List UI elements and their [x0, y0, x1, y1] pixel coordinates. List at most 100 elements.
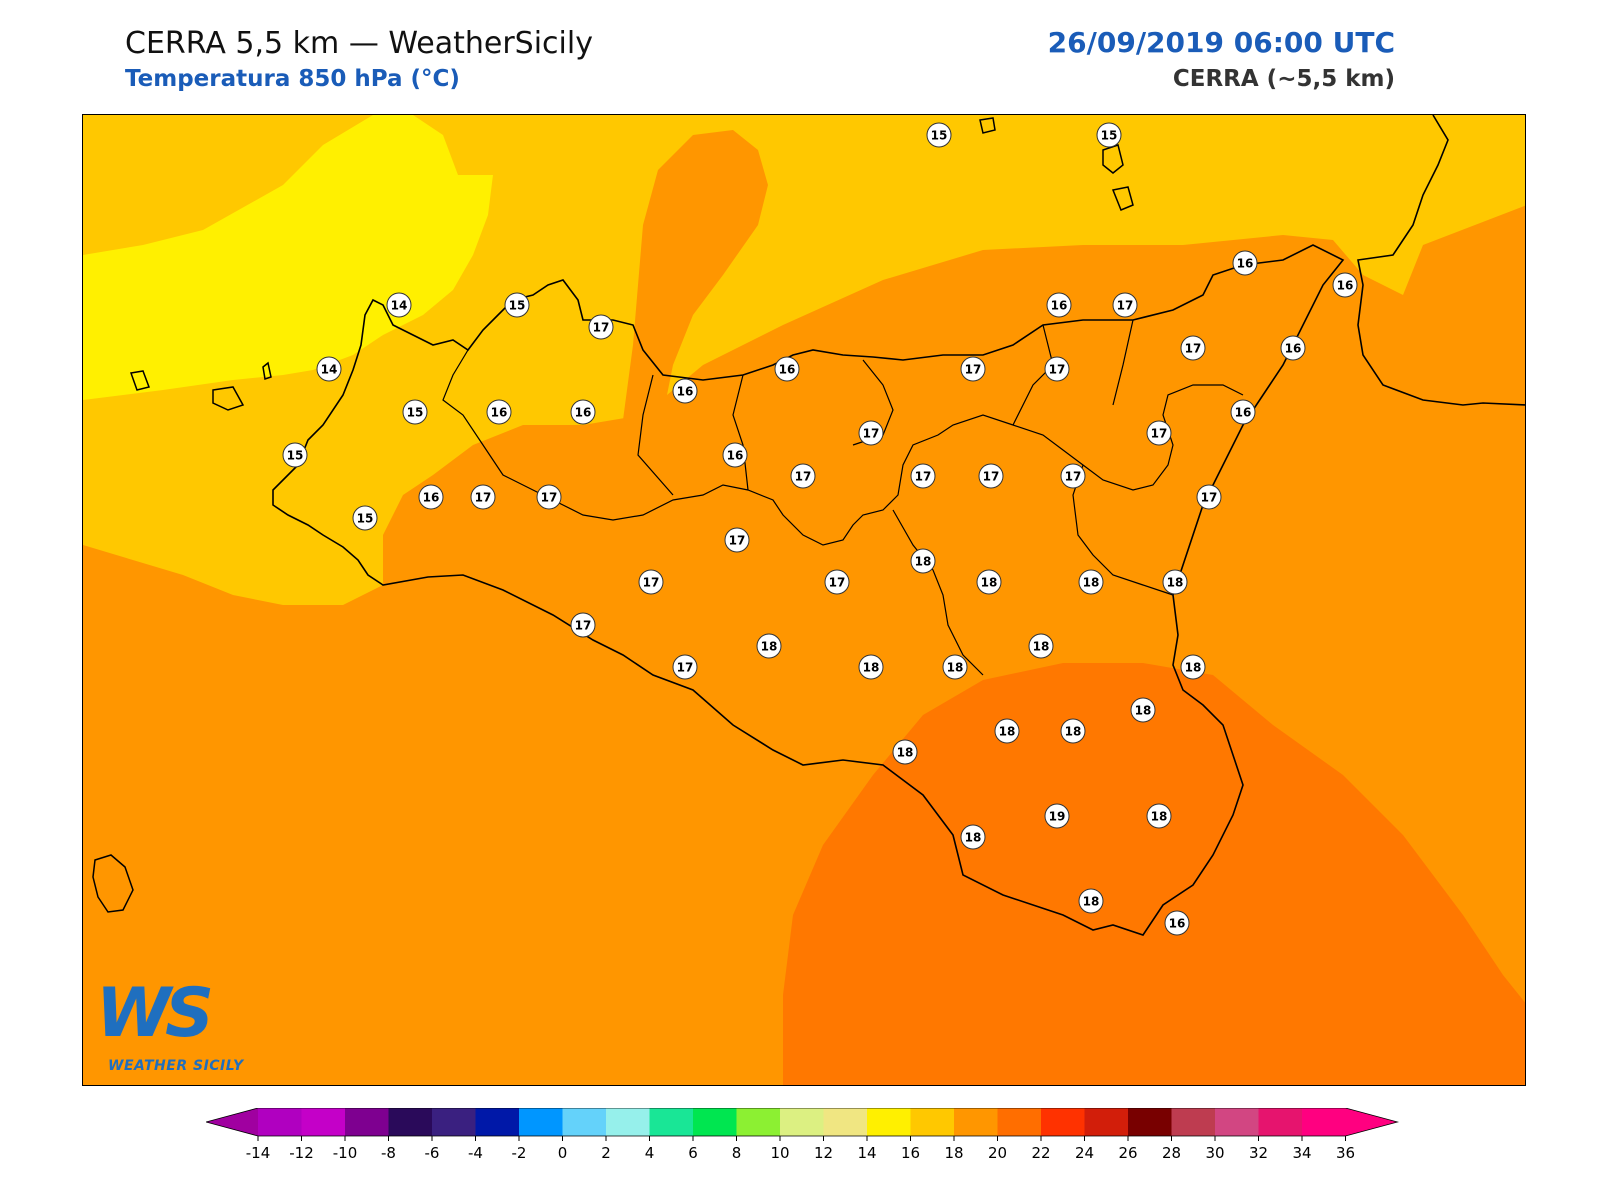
station-label: 18	[960, 824, 986, 850]
station-label: 16	[774, 356, 800, 382]
station-value: 18	[1083, 576, 1100, 590]
colorbar-swatch	[649, 1108, 694, 1136]
station-marker	[926, 122, 952, 148]
station-label: 18	[1060, 718, 1086, 744]
station-marker	[386, 292, 412, 318]
station-value: 16	[727, 449, 744, 463]
station-marker	[1044, 356, 1070, 382]
station-value: 17	[729, 534, 746, 548]
aeolian-islands	[979, 117, 1134, 211]
station-value: 17	[1185, 342, 1202, 356]
colorbar-under-arrow	[206, 1108, 258, 1136]
colorbar-swatch	[1258, 1108, 1303, 1136]
station-marker	[536, 484, 562, 510]
colorbar-tick-label: -14	[246, 1144, 271, 1162]
colorbar-swatch	[345, 1108, 389, 1136]
station-label: 18	[1078, 888, 1104, 914]
station-marker	[1044, 803, 1070, 829]
station-marker	[570, 399, 596, 425]
colorbar-swatch	[1215, 1108, 1259, 1136]
colorbar-swatch	[823, 1108, 868, 1136]
station-label: 17	[724, 527, 750, 553]
colorbar-tick-label: 12	[814, 1144, 833, 1162]
station-value: 18	[999, 725, 1016, 739]
station-label: 16	[672, 378, 698, 404]
station-label: 19	[1044, 803, 1070, 829]
colorbar-swatch	[1302, 1108, 1346, 1136]
station-label: 18	[1180, 654, 1206, 680]
station-label: 16	[1046, 292, 1072, 318]
station-value: 15	[509, 299, 526, 313]
station-label: 14	[316, 356, 342, 382]
station-marker	[942, 654, 968, 680]
colorbar-swatch	[562, 1108, 607, 1136]
province-borders	[442, 319, 1244, 676]
station-marker	[1164, 910, 1190, 936]
station-value: 16	[491, 406, 508, 420]
station-label: 17	[570, 612, 596, 638]
colorbar-swatch	[910, 1108, 955, 1136]
colorbar-swatch	[867, 1108, 911, 1136]
colorbar-tick-label: -6	[425, 1144, 440, 1162]
colorbar-tick-label: -8	[381, 1144, 396, 1162]
station-marker	[486, 399, 512, 425]
station-label: 18	[994, 718, 1020, 744]
logo-text: WEATHER SICILY	[108, 1058, 244, 1074]
station-label: 17	[1180, 335, 1206, 361]
colorbar-tick-label: 14	[857, 1144, 876, 1162]
colorbar-tick-label: 22	[1031, 1144, 1050, 1162]
station-label: 16	[1164, 910, 1190, 936]
station-value: 18	[1065, 725, 1082, 739]
colorbar-tick-label: 2	[601, 1144, 611, 1162]
station-marker	[1230, 399, 1256, 425]
station-value: 17	[1117, 299, 1134, 313]
station-marker	[672, 378, 698, 404]
station-label: 17	[470, 484, 496, 510]
station-label: 17	[978, 463, 1004, 489]
station-label: 17	[1196, 484, 1222, 510]
station-marker	[1046, 292, 1072, 318]
station-value: 17	[915, 470, 932, 484]
valid-datetime: 26/09/2019 06:00 UTC	[1047, 26, 1395, 59]
colorbar-swatch	[1171, 1108, 1216, 1136]
station-value: 17	[1049, 363, 1066, 377]
colorbar-tick-label: 20	[988, 1144, 1007, 1162]
station-value: 17	[1201, 491, 1218, 505]
colorbar-swatch	[954, 1108, 998, 1136]
station-label: 14	[386, 292, 412, 318]
colorbar-swatch	[388, 1108, 433, 1136]
station-value: 15	[931, 129, 948, 143]
station-marker	[504, 292, 530, 318]
station-marker	[672, 654, 698, 680]
colorbar-tick-label: -4	[468, 1144, 483, 1162]
station-label: 18	[942, 654, 968, 680]
station-marker	[1162, 569, 1188, 595]
station-value: 17	[541, 491, 558, 505]
station-value: 18	[1083, 895, 1100, 909]
colorbar-tick-label: 0	[558, 1144, 568, 1162]
temperature-map[interactable]: 15 15 14 15 17 14 15 16 16 16 16 15 16 15 17 17 16 17 17 17…	[82, 114, 1526, 1086]
station-label: 15	[1096, 122, 1122, 148]
station-value: 16	[779, 363, 796, 377]
station-marker	[978, 463, 1004, 489]
station-label: 18	[1028, 633, 1054, 659]
station-marker	[1078, 569, 1104, 595]
station-value: 17	[983, 470, 1000, 484]
station-label: 16	[1280, 335, 1306, 361]
colorbar-tick-label: -10	[333, 1144, 358, 1162]
station-label: 18	[1146, 803, 1172, 829]
station-value: 16	[1235, 406, 1252, 420]
station-value: 18	[965, 831, 982, 845]
station-label: 17	[588, 314, 614, 340]
station-label: 15	[504, 292, 530, 318]
station-value: 17	[643, 576, 660, 590]
station-value: 17	[575, 619, 592, 633]
logo-mark: WS	[96, 974, 214, 1053]
station-value: 18	[1185, 661, 1202, 675]
station-value: 14	[321, 363, 338, 377]
station-label: 17	[1112, 292, 1138, 318]
station-marker	[858, 654, 884, 680]
station-value: 14	[391, 299, 408, 313]
colorbar-tick-label: 30	[1205, 1144, 1224, 1162]
station-marker	[352, 505, 378, 531]
